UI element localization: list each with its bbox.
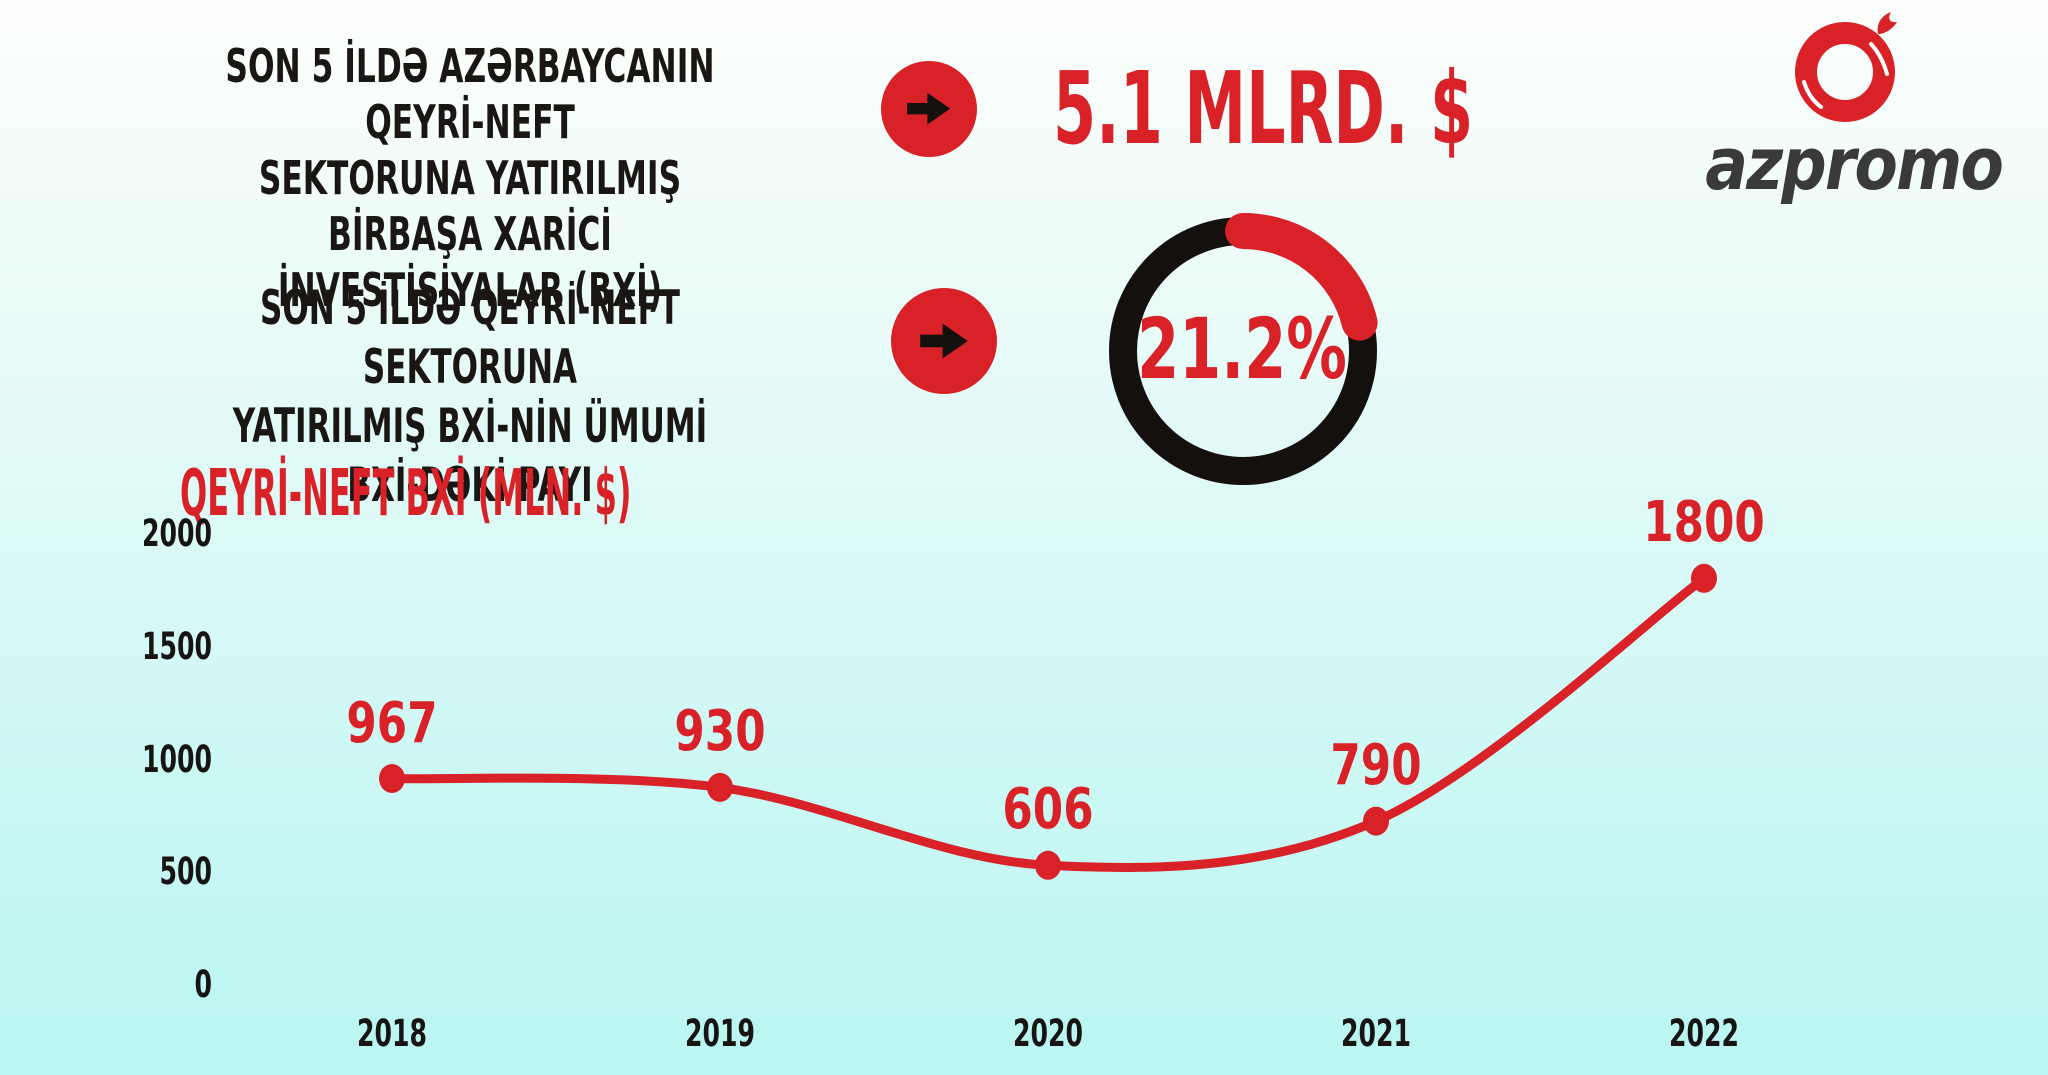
y-tick-2000: 2000 xyxy=(141,512,212,555)
value-label-2019: 930 xyxy=(674,699,766,765)
pomegranate-icon xyxy=(1795,12,1897,122)
data-point-marker xyxy=(379,764,405,793)
stat1-label-line1: SON 5 İLDƏ AZƏRBAYCANIN QEYRİ-NEFT xyxy=(225,39,715,149)
x-tick-2020: 2020 xyxy=(1012,1012,1084,1055)
arrow-right-icon xyxy=(920,323,968,359)
donut-chart xyxy=(1109,213,1378,485)
donut-percent-value: 21.2% xyxy=(1137,300,1347,398)
x-tick-2022: 2022 xyxy=(1668,1012,1740,1055)
donut-progress-arc xyxy=(1225,213,1378,341)
y-tick-0: 0 xyxy=(194,963,212,1006)
value-label-2021: 790 xyxy=(1330,733,1422,799)
data-point-marker xyxy=(1035,850,1061,880)
stat2-label-line2: YATIRILMIŞ BXİ-NİN ÜMUMİ BXİ-DƏKİ PAYI xyxy=(232,399,708,513)
stat2-label: SON 5 İLDƏ QEYRİ-NEFT SEKTORUNA YATIRILM… xyxy=(206,279,734,515)
data-point-marker xyxy=(1363,806,1389,836)
data-point-marker xyxy=(1691,563,1717,593)
data-point-marker xyxy=(707,772,733,802)
x-tick-2019: 2019 xyxy=(684,1012,756,1055)
chart-title: QEYRİ-NEFT BXİ (MLN. $) xyxy=(180,457,632,531)
value-label-2022: 1800 xyxy=(1643,490,1765,556)
logo-wordmark: azpromo xyxy=(1705,122,2004,206)
stat1-label-line2: SEKTORUNA YATIRILMIŞ BİRBAŞA XARİCİ xyxy=(258,151,682,261)
y-tick-1000: 1000 xyxy=(141,738,212,781)
y-tick-500: 500 xyxy=(159,850,212,893)
arrow-right-icon xyxy=(907,93,951,125)
stat1-label: SON 5 İLDƏ AZƏRBAYCANIN QEYRİ-NEFT SEKTO… xyxy=(212,38,729,318)
stat1-label-line3: İNVESTİSİYALAR (BXİ) xyxy=(277,263,663,317)
stat2-label-line1: SON 5 İLDƏ QEYRİ-NEFT SEKTORUNA xyxy=(260,281,680,395)
y-tick-1500: 1500 xyxy=(141,625,212,668)
stat1-value: 5.1 MLRD. $ xyxy=(1053,50,1474,167)
value-label-2020: 606 xyxy=(1002,777,1094,843)
value-label-2018: 967 xyxy=(346,690,438,756)
arrow-badge-2 xyxy=(891,288,997,394)
x-tick-2021: 2021 xyxy=(1340,1012,1412,1055)
x-tick-2018: 2018 xyxy=(356,1012,428,1055)
arrow-badge-1 xyxy=(881,61,977,157)
